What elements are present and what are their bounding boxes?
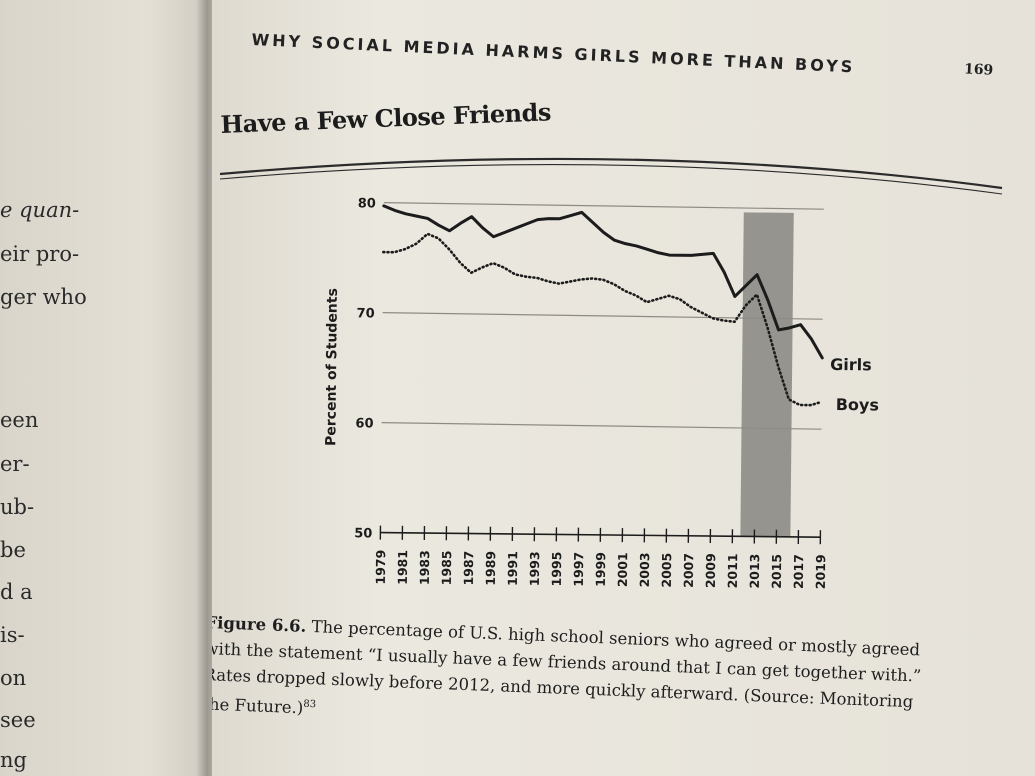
left-page: e quan-eir pro-ger who een er-ub-be d a is-o… (0, 0, 212, 776)
right-page: WHY SOCIAL MEDIA HARMS GIRLS MORE THAN B… (212, 0, 1035, 776)
x-tick-label: 2015 (769, 554, 784, 589)
left-page-text-fragment: on (0, 666, 27, 690)
title-rule-thin (219, 164, 1003, 195)
y-tick-label: 50 (354, 526, 372, 541)
x-tick-label: 1997 (571, 552, 586, 587)
x-tick-label: 2017 (791, 554, 806, 589)
left-page-text-fragment: ub- (0, 495, 35, 519)
series-label-girls: Girls (830, 355, 872, 374)
x-tick-label: 1981 (395, 550, 410, 585)
x-tick-label: 2009 (703, 553, 718, 588)
x-tick-label: 1979 (373, 550, 388, 585)
series-label-boys: Boys (836, 395, 879, 414)
left-page-text-fragment: e quan- (0, 198, 80, 222)
caption-text-4: the Future.) (212, 694, 304, 718)
title-rule-thick (219, 157, 1003, 190)
y-tick-label: 70 (357, 306, 375, 321)
series-line-girls (382, 204, 824, 360)
x-tick-label: 2011 (725, 553, 740, 588)
x-tick-label: 1987 (461, 551, 476, 586)
chart: 50 60 70 80 1979 1981 1983 1985 1987 1989 1991 1993… (219, 157, 1003, 589)
x-tick-label: 1983 (417, 550, 432, 585)
left-page-text-fragment: see (0, 708, 36, 732)
x-tick-label: 2013 (747, 554, 762, 589)
gridline (381, 421, 822, 430)
gridline (382, 311, 823, 320)
left-page-text-fragment: is- (0, 623, 25, 647)
highlight-band (740, 212, 794, 537)
title-rules (219, 157, 1003, 195)
left-page-text-fragment: eir pro- (0, 242, 80, 266)
series-line-boys (382, 232, 824, 407)
y-axis-label: Percent of Students (323, 288, 341, 446)
left-page-text-fragment: er- (0, 452, 30, 476)
x-tick-label: 1985 (439, 550, 454, 585)
figure-label: Figure 6.6. (212, 612, 307, 636)
x-tick-label: 2001 (615, 552, 630, 587)
y-tick-label: 80 (358, 196, 376, 211)
x-tick-label: 1995 (549, 552, 564, 587)
x-tick-label: 2007 (681, 553, 696, 588)
left-page-text-fragment: ng (0, 748, 27, 772)
x-tick-label: 2005 (659, 553, 674, 588)
left-page-text-fragment: d a (0, 580, 33, 604)
plot-area: 50 60 70 80 1979 1981 1983 1985 1987 1989 1991 1993… (323, 196, 879, 589)
x-tick-label: 2003 (637, 552, 652, 587)
x-tick-label: 1991 (505, 551, 520, 586)
y-tick-label: 60 (355, 416, 373, 431)
x-tick-label: 1993 (527, 551, 542, 586)
x-tick-label: 2019 (813, 554, 828, 589)
gridline (383, 202, 824, 210)
x-tick-label: 1999 (593, 552, 608, 587)
left-page-text-fragment: een (0, 408, 39, 432)
footnote-ref: 83 (303, 698, 317, 711)
left-page-text-fragment: ger who (0, 285, 87, 309)
x-tick-label: 1989 (483, 551, 498, 586)
left-page-text-fragment: be (0, 538, 26, 562)
